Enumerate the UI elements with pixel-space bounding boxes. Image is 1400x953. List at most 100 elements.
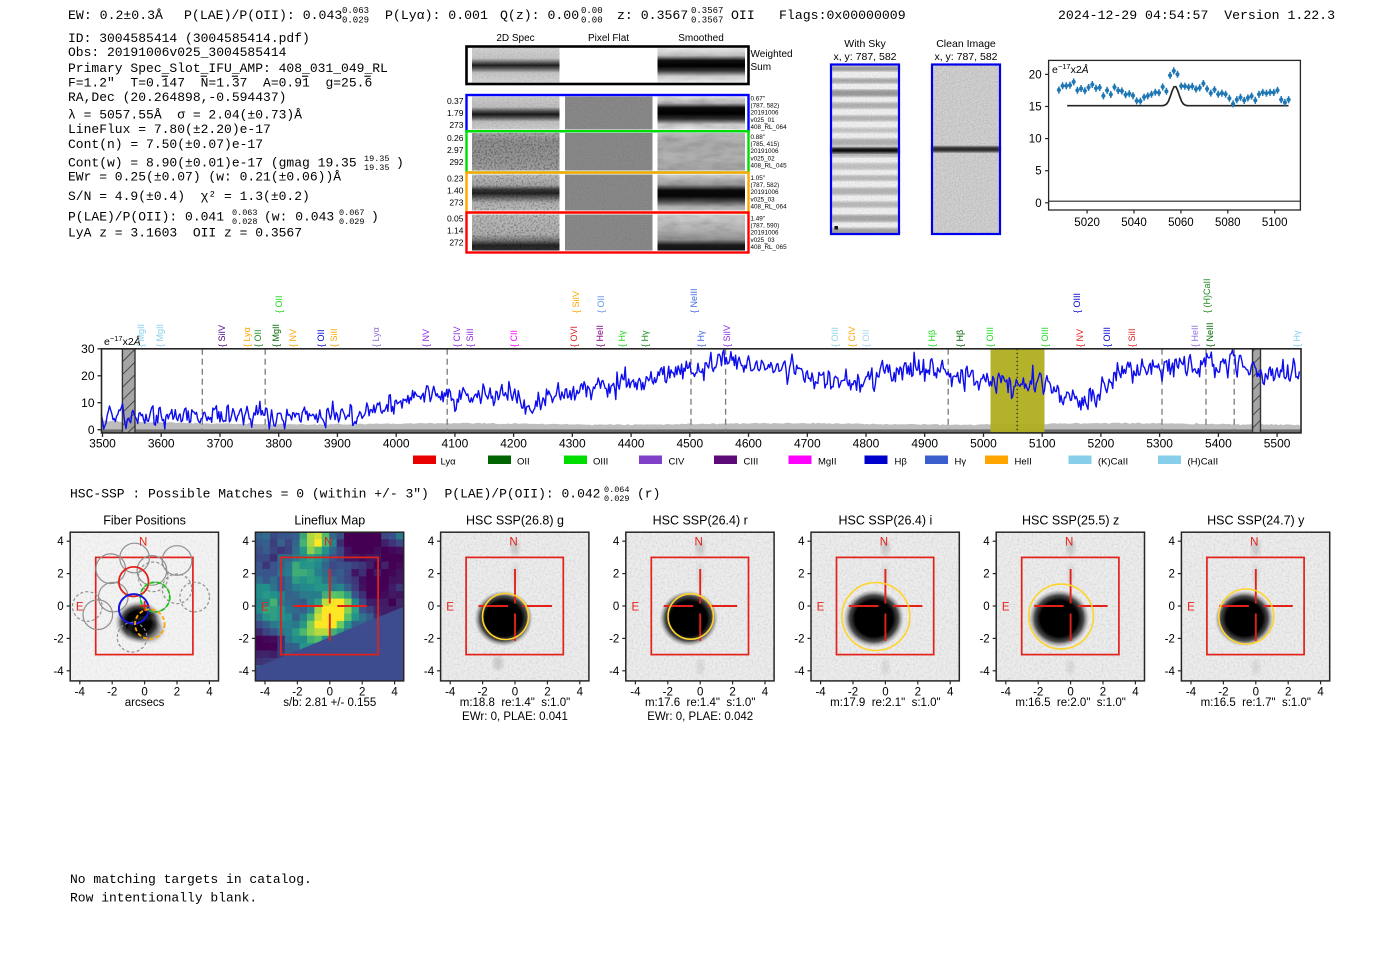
svg-text:-4: -4 [1186,686,1197,698]
svg-text:2: 2 [174,686,180,698]
svg-text:v025_03: v025_03 [751,237,776,244]
svg-text:0.00: 0.00 [581,6,603,16]
svg-text:{ HeII: { HeII [1190,325,1200,347]
svg-text:{ OIII: { OIII [985,327,995,347]
svg-text:N: N [695,537,703,549]
svg-text:4: 4 [428,536,435,548]
svg-text:{ CIV: { CIV [847,326,857,347]
svg-text:{ OIII: { OIII [1072,293,1082,313]
svg-text:E: E [817,601,825,613]
svg-text:E: E [631,601,639,613]
svg-text:20191006: 20191006 [751,148,780,155]
svg-text:Obs: 20191006v025_3004585414: Obs: 20191006v025_3004585414 [68,45,287,60]
svg-text:2: 2 [729,686,735,698]
svg-text:m:16.5 re:2.0" s:1.0": m:16.5 re:2.0" s:1.0" [1015,697,1125,709]
svg-text:4: 4 [577,686,584,698]
svg-text:0.26: 0.26 [447,133,464,143]
svg-text:4: 4 [1317,686,1324,698]
svg-text:HeII: HeII [1015,457,1032,468]
svg-text:20191006: 20191006 [751,189,780,196]
svg-text:-4: -4 [75,686,86,698]
svg-text:{ Hγ: { Hγ [1292,330,1302,347]
svg-text:4900: 4900 [911,437,938,451]
svg-text:5100: 5100 [1029,437,1056,451]
svg-text:0.064: 0.064 [604,485,630,495]
svg-text:4: 4 [391,686,398,698]
svg-text:OII: OII [517,457,530,468]
svg-text:0: 0 [88,423,95,437]
svg-text:3700: 3700 [207,437,234,451]
svg-text:ID: 3004585414 (3004585414.pdf: ID: 3004585414 (3004585414.pdf) [68,31,310,46]
svg-text:3800: 3800 [265,437,292,451]
svg-text:1.05": 1.05" [751,175,766,182]
svg-text:Hβ: Hβ [895,457,908,468]
svg-text:Row intentionally blank.: Row intentionally blank. [70,891,257,906]
svg-text:0.88": 0.88" [751,134,766,141]
svg-text:1.14: 1.14 [447,226,464,236]
svg-text:2: 2 [57,569,63,581]
svg-text:(787, 582): (787, 582) [751,103,780,110]
svg-text:10: 10 [1029,134,1042,146]
svg-text:-2: -2 [292,686,302,698]
svg-text:(H)CaII: (H)CaII [1188,457,1219,468]
svg-text:2: 2 [798,569,804,581]
svg-text:0: 0 [983,601,989,613]
svg-text:P(Lyα): 0.001: P(Lyα): 0.001 [385,8,488,23]
svg-text:E: E [1187,601,1195,613]
svg-text:0.3567: 0.3567 [691,6,723,16]
svg-text:): ) [396,156,404,171]
svg-text:408_RL_045: 408_RL_045 [751,162,788,169]
svg-text:0.067: 0.067 [339,208,365,218]
svg-text:{ OIII: { OIII [1102,327,1112,347]
svg-text:E: E [1002,601,1010,613]
svg-text:0.23: 0.23 [447,174,464,184]
svg-text:{ NV: { NV [421,329,431,347]
svg-text:{ SiII: { SiII [465,328,475,347]
svg-text:-2: -2 [1165,633,1175,645]
svg-text:{ (H)CaII: { (H)CaII [1202,278,1212,313]
svg-text:N: N [324,537,332,549]
svg-text:λ = 5057.55Å σ = 2.04(±0.73)Å: λ = 5057.55Å σ = 2.04(±0.73)Å [68,108,302,123]
svg-text:(787, 582): (787, 582) [751,182,780,189]
svg-text:{ SiII: { SiII [1127,328,1137,347]
svg-text:Weighted: Weighted [751,49,793,60]
svg-text:4: 4 [1168,536,1175,548]
svg-text:(w: 0.043: (w: 0.043 [264,210,334,225]
svg-text:0: 0 [882,686,888,698]
svg-text:{ SiIV: { SiIV [722,325,732,347]
svg-text:{ NV: { NV [1075,329,1085,347]
svg-text:272: 272 [449,238,463,248]
svg-text:-2: -2 [848,686,858,698]
svg-text:0: 0 [57,601,63,613]
svg-text:0: 0 [613,601,619,613]
svg-text:-4: -4 [815,686,826,698]
svg-text:-4: -4 [979,666,990,678]
svg-text:0: 0 [327,686,333,698]
svg-text:2.97: 2.97 [447,145,464,155]
svg-text:2: 2 [242,569,248,581]
svg-text:(787, 590): (787, 590) [751,223,780,230]
svg-text:{ OII: { OII [316,329,326,347]
svg-text:0: 0 [1067,686,1073,698]
svg-text:v025_03: v025_03 [751,196,776,203]
svg-text:0.029: 0.029 [339,217,365,227]
svg-text:x, y: 787, 582: x, y: 787, 582 [934,51,997,63]
svg-text:e−17x2Å: e−17x2Å [1052,62,1089,76]
svg-text:4: 4 [798,536,805,548]
svg-text:0.67": 0.67" [751,96,766,103]
svg-text:4: 4 [947,686,954,698]
svg-text:{ NeIII: { NeIII [689,288,699,313]
svg-text:N: N [1250,537,1258,549]
svg-text:-2: -2 [1218,686,1228,698]
svg-text:{ OIII: { OIII [830,327,840,347]
svg-text:-2: -2 [424,633,434,645]
svg-text:N: N [509,537,517,549]
svg-text:0: 0 [242,601,248,613]
svg-text:OIII: OIII [593,457,608,468]
svg-text:2: 2 [915,686,921,698]
svg-text:19.35: 19.35 [364,154,390,164]
svg-text:0: 0 [1168,601,1174,613]
svg-text:N: N [1065,537,1073,549]
svg-text:4: 4 [242,536,249,548]
svg-text:20: 20 [1029,69,1042,81]
